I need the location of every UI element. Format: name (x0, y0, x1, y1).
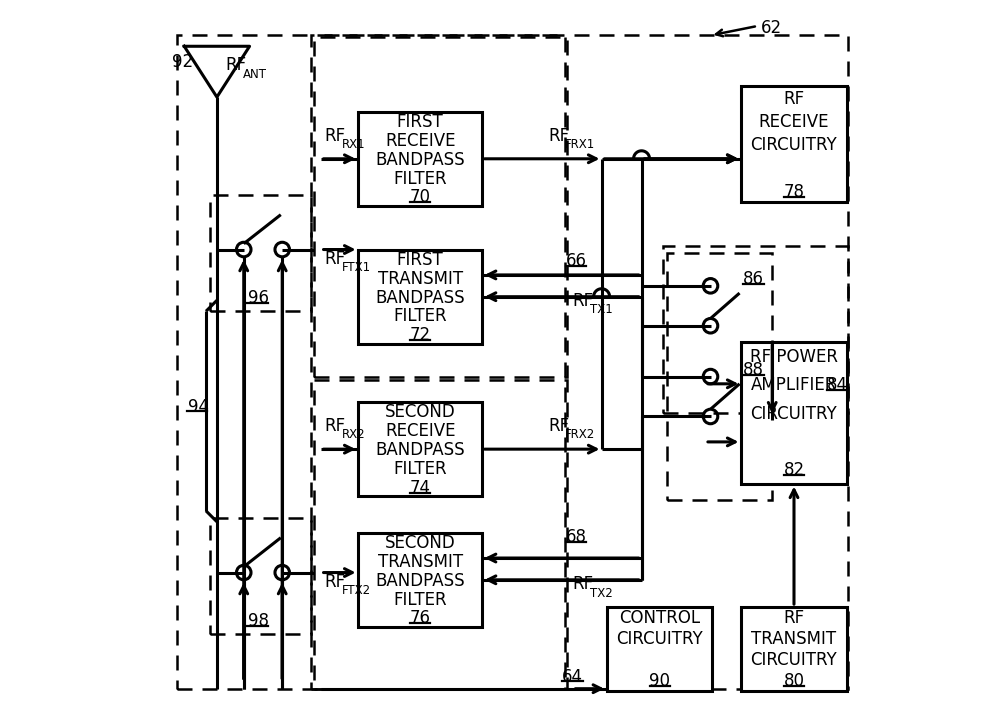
Bar (607, 607, 712, 690)
Text: 84: 84 (827, 376, 848, 393)
Text: BANDPASS: BANDPASS (375, 151, 465, 168)
Text: RECEIVE: RECEIVE (759, 113, 829, 130)
Text: RF POWER: RF POWER (750, 348, 838, 365)
Text: RF: RF (324, 573, 345, 590)
Text: 78: 78 (783, 183, 804, 200)
Bar (177, 36, 565, 689)
Text: RF: RF (573, 575, 594, 592)
Bar (314, 381, 567, 689)
Text: TRANSMIT: TRANSMIT (378, 270, 463, 287)
Text: 82: 82 (783, 461, 805, 479)
Bar (741, 87, 847, 203)
Bar (358, 250, 482, 344)
Text: 98: 98 (248, 611, 269, 629)
Text: RECEIVE: RECEIVE (385, 132, 455, 149)
Bar (311, 36, 848, 689)
Text: 66: 66 (566, 252, 587, 270)
Text: 90: 90 (649, 671, 670, 689)
Bar (210, 196, 311, 312)
Text: CIRCUITRY: CIRCUITRY (751, 136, 837, 154)
Text: AMPLIFIER: AMPLIFIER (751, 376, 837, 394)
Text: FILTER: FILTER (393, 170, 447, 187)
Text: FRX1: FRX1 (565, 138, 596, 151)
Text: 80: 80 (783, 671, 804, 689)
Text: TX1: TX1 (590, 303, 613, 316)
Text: RF: RF (324, 417, 345, 434)
Bar (663, 247, 848, 413)
Text: FTX1: FTX1 (342, 261, 371, 274)
Text: 94: 94 (188, 397, 209, 415)
Text: RF: RF (324, 127, 345, 144)
Text: RECEIVE: RECEIVE (385, 422, 455, 439)
Text: ANT: ANT (243, 67, 267, 80)
Text: SECOND: SECOND (385, 534, 456, 551)
Text: CONTROL: CONTROL (619, 608, 700, 626)
Text: RF: RF (573, 292, 594, 310)
Text: 64: 64 (562, 667, 583, 684)
Text: RF: RF (226, 57, 247, 74)
Bar (358, 402, 482, 497)
Text: 74: 74 (410, 478, 431, 496)
Text: SECOND: SECOND (385, 403, 456, 420)
Text: BANDPASS: BANDPASS (375, 571, 465, 589)
Text: 70: 70 (410, 188, 431, 206)
Text: BANDPASS: BANDPASS (375, 441, 465, 458)
Bar (667, 254, 772, 500)
Bar (314, 38, 567, 377)
Text: CIRCUITRY: CIRCUITRY (751, 650, 837, 668)
Text: TRANSMIT: TRANSMIT (378, 552, 463, 570)
Text: RF: RF (324, 250, 345, 268)
Text: CIRCUITRY: CIRCUITRY (751, 405, 837, 422)
Bar (741, 342, 847, 484)
Text: 76: 76 (410, 609, 431, 626)
Text: FIRST: FIRST (397, 113, 444, 130)
Text: RF: RF (548, 417, 569, 434)
Text: FRX2: FRX2 (565, 428, 596, 441)
Text: TRANSMIT: TRANSMIT (751, 629, 837, 647)
Text: FILTER: FILTER (393, 590, 447, 608)
Text: FIRST: FIRST (397, 251, 444, 268)
Text: FILTER: FILTER (393, 460, 447, 477)
Text: 86: 86 (743, 270, 764, 288)
Text: RF: RF (783, 90, 805, 107)
Text: BANDPASS: BANDPASS (375, 289, 465, 306)
Text: FILTER: FILTER (393, 307, 447, 325)
Bar (358, 533, 482, 627)
Text: 88: 88 (743, 361, 764, 378)
Text: CIRCUITRY: CIRCUITRY (616, 629, 703, 647)
Text: 72: 72 (410, 326, 431, 344)
Bar (741, 607, 847, 690)
Text: RX1: RX1 (342, 138, 365, 151)
Text: 62: 62 (761, 19, 782, 36)
Text: 96: 96 (248, 289, 269, 306)
Text: 92: 92 (172, 53, 193, 70)
Bar (210, 518, 311, 634)
Text: FTX2: FTX2 (342, 584, 371, 597)
Text: RX2: RX2 (342, 428, 365, 441)
Text: RF: RF (548, 127, 569, 144)
Bar (358, 112, 482, 207)
Text: RF: RF (783, 608, 805, 626)
Text: 68: 68 (566, 528, 587, 545)
Text: TX2: TX2 (590, 586, 613, 599)
